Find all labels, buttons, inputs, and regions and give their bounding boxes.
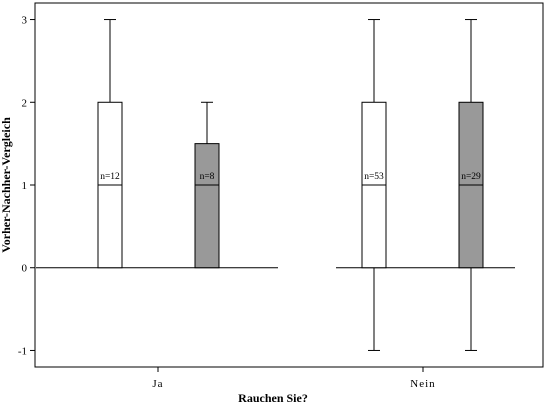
chart-marks: n=12 n=8 n=53 n=29 <box>36 19 515 351</box>
box-body <box>194 143 220 269</box>
n-label: n=29 <box>461 172 481 182</box>
x-axis-ticks: Ja Nein <box>152 367 435 390</box>
y-tick-label: 2 <box>22 97 28 109</box>
x-tick-label: Nein <box>410 378 435 390</box>
x-axis-title: Rauchen Sie? <box>238 391 308 405</box>
y-tick-label: -1 <box>18 345 27 357</box>
x-tick-label: Ja <box>152 378 163 390</box>
y-tick-label: 3 <box>22 15 28 27</box>
box-2: n=8 <box>194 101 220 269</box>
n-label: n=12 <box>100 172 120 182</box>
y-axis-ticks: -1 0 1 2 3 <box>18 15 35 357</box>
box-3: n=53 <box>361 19 387 351</box>
n-label: n=8 <box>200 172 215 182</box>
y-tick-label: 0 <box>22 263 28 275</box>
box-4: n=29 <box>458 19 484 351</box>
box-1: n=12 <box>97 19 123 269</box>
n-label: n=53 <box>364 172 384 182</box>
y-axis-title: Vorher-Nachher-Vergleich <box>0 117 13 253</box>
y-tick-label: 1 <box>22 180 28 192</box>
